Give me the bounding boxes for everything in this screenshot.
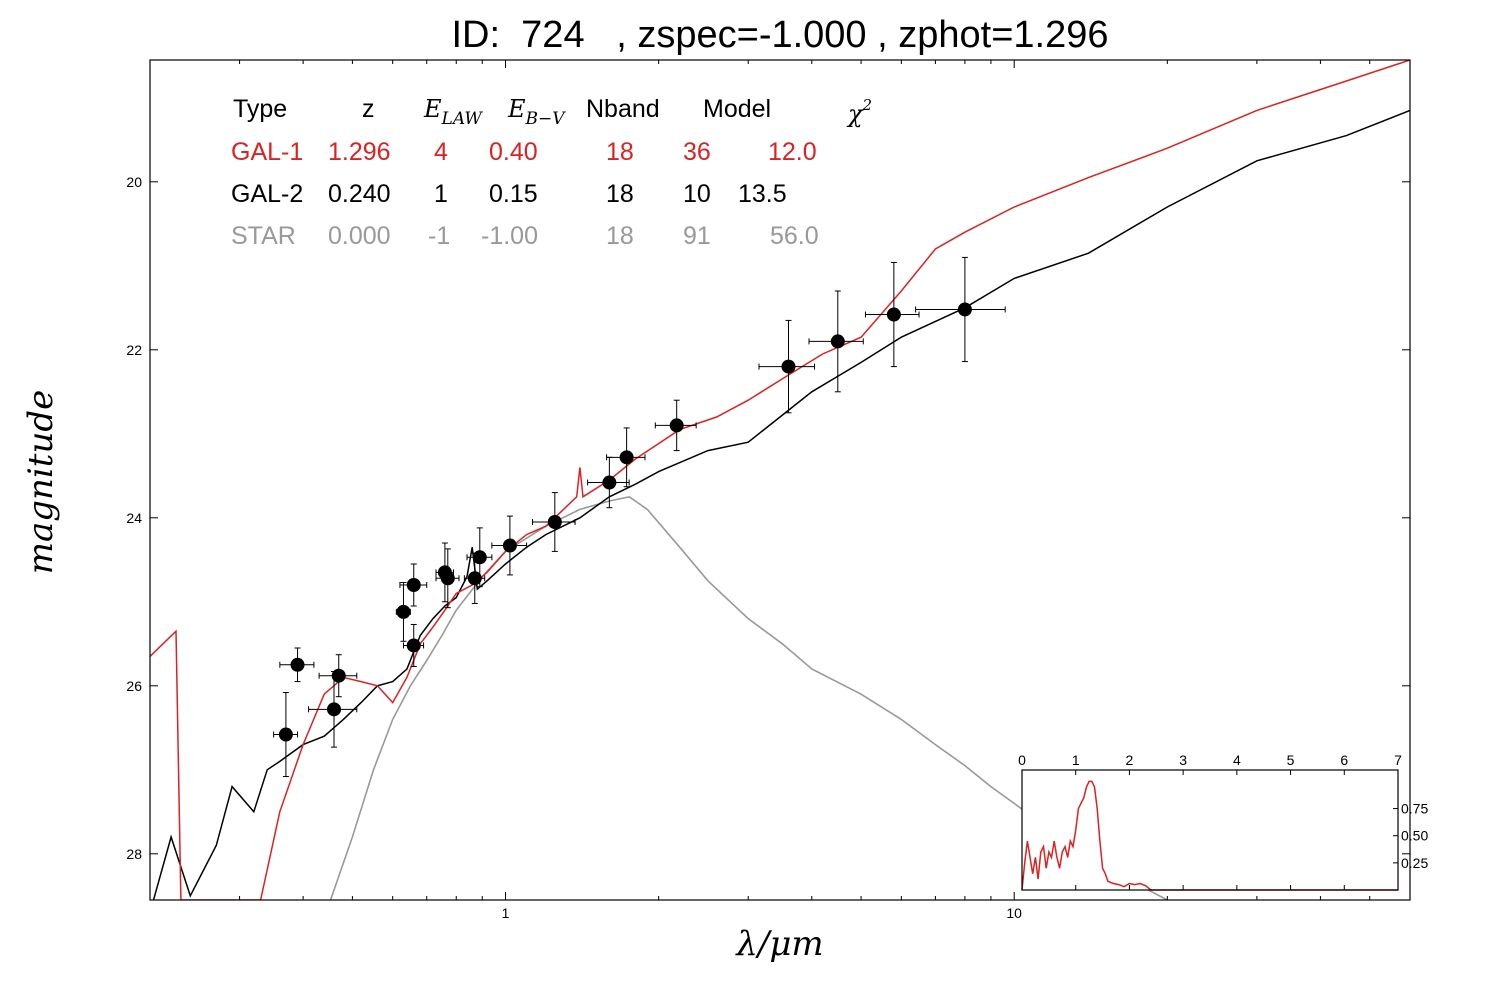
table-header-z: z (362, 95, 375, 123)
data-point (532, 492, 576, 552)
table-header-chi2: χ2 (846, 96, 872, 128)
row-elaw: 4 (434, 138, 448, 166)
inset-frame (1021, 769, 1399, 891)
inset-x-tick-label: 0 (1018, 752, 1026, 768)
x-tick-label: 10 (1006, 905, 1022, 921)
row-model: 91 (683, 222, 711, 250)
legend-table: Type z ELAW EB−V Nband Model χ2 GAL-1 1.… (231, 95, 872, 250)
series-line-star (329, 495, 1168, 900)
inset-x-tick-label: 2 (1126, 752, 1134, 768)
row-nband: 18 (606, 180, 634, 208)
inset-line-layer (1021, 780, 1398, 891)
inset-x-tick-label: 4 (1233, 752, 1241, 768)
data-point (279, 647, 315, 683)
row-elaw: -1 (428, 222, 450, 250)
table-row: GAL-2 0.240 1 0.15 18 10 13.5 (231, 180, 787, 208)
data-point (491, 515, 528, 576)
data-point (402, 623, 425, 667)
data-point (435, 548, 460, 609)
inset-y-tick-label: 0.75 (1401, 801, 1428, 817)
data-point (864, 261, 920, 368)
data-point (399, 563, 428, 607)
inset-x-tick-label: 1 (1072, 752, 1080, 768)
chart-title: ID: 724 , zspec=-1.000 , zphot=1.296 (451, 14, 1109, 56)
table-header-model: Model (703, 95, 771, 123)
row-chi2: 56.0 (770, 222, 819, 250)
table-row: STAR 0.000 -1 -1.00 18 91 56.0 (231, 222, 819, 250)
row-model: 10 (683, 180, 711, 208)
y-tick-label: 28 (126, 846, 142, 862)
row-ebv: 0.40 (489, 138, 538, 166)
row-nband: 18 (606, 138, 634, 166)
table-header-type: Type (233, 95, 287, 123)
data-point (758, 319, 816, 414)
data-point (395, 581, 411, 642)
data-point (606, 427, 646, 488)
data-point (915, 256, 1006, 363)
data-point (654, 399, 697, 452)
inset-pdz-line (1021, 780, 1398, 891)
series-line-gal1 (150, 60, 1410, 900)
inset-y-tick-label: 0.25 (1401, 855, 1428, 871)
row-z: 0.240 (328, 180, 391, 208)
row-chi2: 13.5 (738, 180, 787, 208)
data-point (273, 692, 299, 778)
data-point (308, 671, 358, 748)
row-ebv: -1.00 (481, 222, 538, 250)
row-model: 36 (683, 138, 711, 166)
row-type: GAL-1 (231, 138, 303, 166)
inset-background (1022, 770, 1398, 890)
table-header-nband: Nband (586, 95, 660, 123)
inset-y-tick-label: 0.50 (1401, 828, 1428, 844)
inset-ticks-layer: 0 1 2 3 4 5 6 7 0.25 0.50 0.75 (1018, 752, 1428, 890)
row-nband: 18 (606, 222, 634, 250)
data-point (466, 527, 493, 588)
y-tick-label: 24 (126, 510, 142, 526)
data-point (587, 456, 630, 509)
y-tick-label: 22 (126, 342, 142, 358)
row-z: 0.000 (328, 222, 391, 250)
row-elaw: 1 (434, 180, 448, 208)
table-row: GAL-1 1.296 4 0.40 18 36 12.0 (231, 138, 817, 166)
inset-x-tick-label: 7 (1394, 752, 1402, 768)
row-type: GAL-2 (231, 180, 303, 208)
data-point (318, 654, 358, 698)
table-header-ebv: EB−V (507, 95, 566, 129)
y-tick-label: 26 (126, 678, 142, 694)
y-tick-label: 20 (126, 174, 142, 190)
photometry-points-layer (273, 256, 1006, 778)
row-z: 1.296 (328, 138, 391, 166)
x-tick-label: 1 (502, 905, 510, 921)
row-chi2: 12.0 (768, 138, 817, 166)
inset-x-tick-label: 5 (1287, 752, 1295, 768)
inset-x-tick-label: 6 (1340, 752, 1348, 768)
row-ebv: 0.15 (489, 180, 538, 208)
pdz-inset: 0 1 2 3 4 5 6 7 0.25 0.50 0.75 (1018, 752, 1428, 891)
x-axis-label: λ/μm (734, 924, 823, 964)
table-header-elaw: ELAW (423, 95, 483, 129)
y-axis-label: magnitude (21, 390, 61, 575)
plot-frame (149, 59, 1411, 901)
inset-x-tick-label: 3 (1179, 752, 1187, 768)
row-type: STAR (231, 222, 296, 250)
data-point (808, 290, 864, 393)
